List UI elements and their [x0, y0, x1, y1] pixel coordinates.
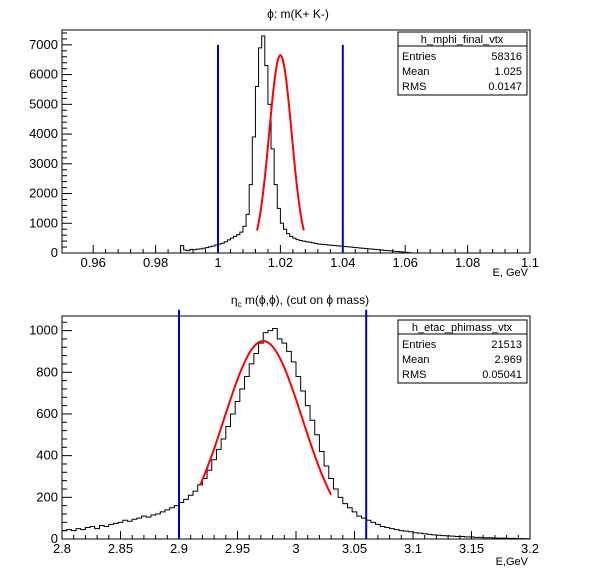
x-tick-label: 3.15 [459, 541, 484, 556]
y-tick-labels: 0 1000 2000 3000 4000 5000 6000 7000 [29, 37, 58, 260]
chart-title: ϕ: m(K+ K-) [267, 7, 329, 21]
stats-label: RMS [402, 81, 426, 93]
stats-value: 2.969 [494, 354, 522, 366]
y-tick-label: 200 [36, 489, 58, 504]
stats-box-frame [397, 319, 528, 384]
stats-label: RMS [402, 369, 426, 381]
y-tick-label: 1000 [29, 323, 58, 338]
y-tick-label: 7000 [29, 37, 58, 52]
stats-label: Entries [402, 51, 437, 63]
x-tick-label: 1.06 [393, 255, 418, 270]
y-tick-label: 0 [51, 531, 58, 546]
y-tick-label: 400 [36, 448, 58, 463]
x-tick-label: 2.8 [53, 541, 71, 556]
y-tick-label: 0 [51, 245, 58, 260]
stats-value: 21513 [491, 339, 522, 351]
axis-ticks [62, 32, 531, 254]
stats-box-name: h_etac_phimass_vtx [412, 322, 513, 334]
stats-value: 1.025 [494, 66, 522, 78]
x-tick-label: 1 [214, 255, 221, 270]
y-tick-label: 6000 [29, 67, 58, 82]
y-tick-label: 800 [36, 364, 58, 379]
y-tick-label: 3000 [29, 156, 58, 171]
chart-title: ηc m(ϕ,ϕ), (cut on ϕ mass) [231, 293, 369, 309]
chart-phi-mass: ϕ: m(K+ K-) 0.96 0.98 1 1.02 1.04 1.06 1.08 1.1… [29, 7, 539, 279]
cut-lines [217, 44, 344, 253]
stats-box-frame [397, 31, 528, 96]
stats-label: Mean [402, 354, 430, 366]
y-tick-label: 4000 [29, 126, 58, 141]
x-tick-label: 3.2 [521, 541, 539, 556]
gaussian-fit-curve [199, 340, 332, 496]
y-tick-label: 1000 [29, 215, 58, 230]
y-tick-label: 2000 [29, 186, 58, 201]
stats-box: h_mphi_final_vtx Entries 58316 Mean 1.02… [397, 31, 528, 96]
x-tick-label: 3.05 [342, 541, 367, 556]
y-tick-label: 600 [36, 406, 58, 421]
cut-lines [178, 309, 368, 539]
title-eta: η [231, 293, 238, 307]
x-tick-labels: 2.8 2.85 2.9 2.95 3 3.05 3.1 3.15 3.2 [53, 541, 539, 556]
title-rest: m(ϕ,ϕ), (cut on ϕ mass) [242, 293, 370, 307]
x-tick-label: 1.1 [521, 255, 539, 270]
x-tick-labels: 0.96 0.98 1 1.02 1.04 1.06 1.08 1.1 [81, 255, 539, 270]
y-tick-labels: 0 200 400 600 800 1000 [29, 323, 58, 546]
x-axis-label: E,GeV [496, 556, 529, 568]
y-tick-label: 5000 [29, 96, 58, 111]
stats-value: 0.05041 [482, 369, 522, 381]
x-tick-label: 3.1 [404, 541, 422, 556]
plot-frame [61, 29, 531, 254]
x-tick-label: 2.85 [108, 541, 133, 556]
x-axis-label: E, GeV [493, 267, 529, 279]
x-tick-label: 3 [292, 541, 299, 556]
x-tick-label: 1.08 [455, 255, 480, 270]
x-tick-label: 2.9 [170, 541, 188, 556]
chart-etac-mass: ηc m(ϕ,ϕ), (cut on ϕ mass) 2.8 2.85 2.9 2.9… [29, 293, 539, 568]
x-tick-label: 2.95 [225, 541, 250, 556]
x-tick-label: 1.02 [268, 255, 293, 270]
stats-value: 58316 [491, 51, 522, 63]
histogram-series [177, 35, 499, 254]
stats-label: Mean [402, 66, 430, 78]
title-subscript: c [238, 300, 242, 309]
axis-ticks [61, 321, 531, 540]
gaussian-fit-curve [256, 54, 305, 231]
stats-box-name: h_mphi_final_vtx [421, 34, 504, 46]
stats-value: 0.0147 [488, 81, 522, 93]
x-tick-label: 0.96 [81, 255, 106, 270]
stats-label: Entries [402, 339, 437, 351]
x-tick-label: 1.04 [330, 255, 355, 270]
x-tick-label: 0.98 [143, 255, 168, 270]
stats-box: h_etac_phimass_vtx Entries 21513 Mean 2.… [397, 319, 528, 384]
histogram-series [61, 328, 530, 540]
